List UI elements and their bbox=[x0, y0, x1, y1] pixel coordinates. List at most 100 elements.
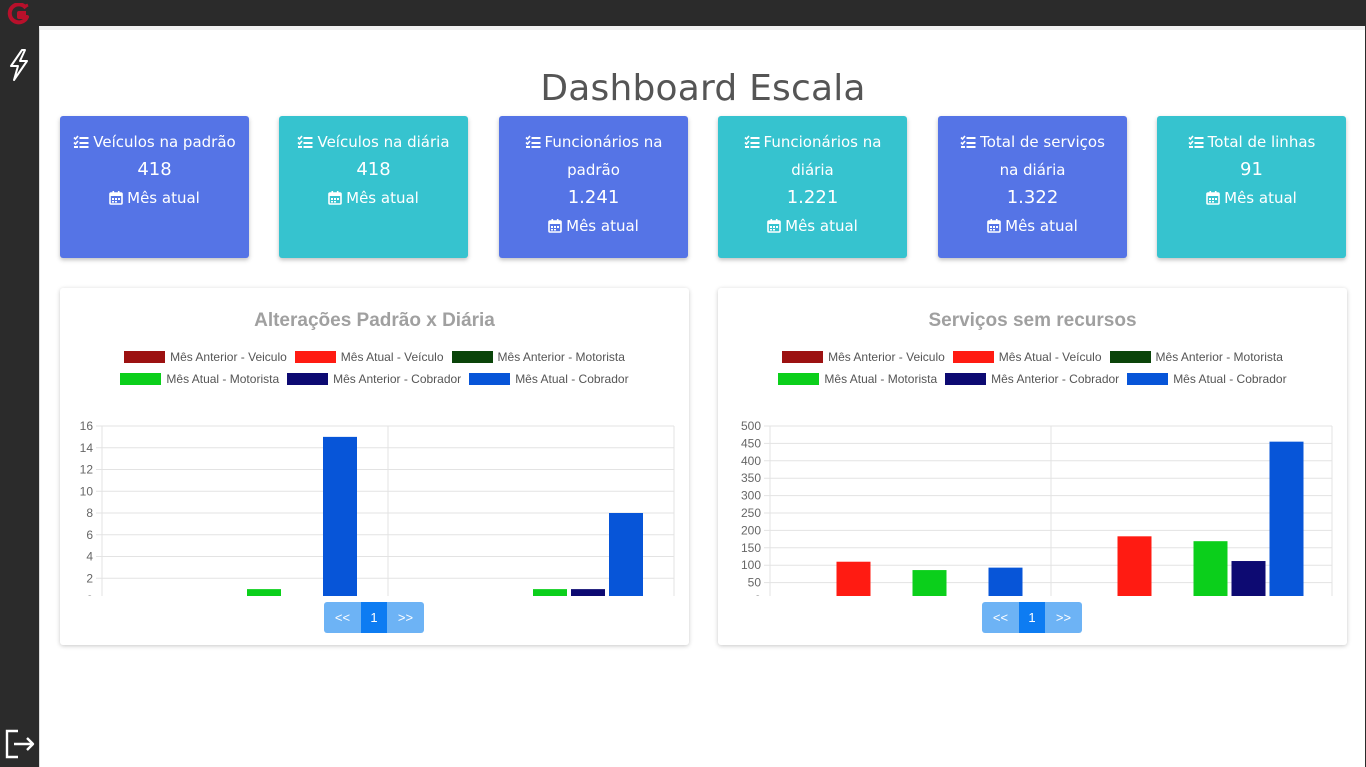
bar bbox=[1117, 536, 1152, 596]
legend-item[interactable]: Mês Atual - Motorista bbox=[120, 372, 279, 386]
stat-card-footer: Mês atual bbox=[60, 184, 249, 212]
legend-swatch bbox=[952, 351, 994, 363]
sidebar bbox=[0, 0, 38, 767]
stat-card: Total de serviços na diária 1.322 Mês atua… bbox=[938, 116, 1127, 258]
legend-swatch bbox=[469, 373, 511, 385]
legend-item[interactable]: Mês Atual - Veículo bbox=[952, 350, 1102, 364]
legend-swatch bbox=[120, 373, 162, 385]
prev-page-button[interactable]: << bbox=[982, 602, 1019, 633]
stat-card: Veículos na padrão 418 Mês atual bbox=[60, 116, 249, 258]
stat-card: Funcionários na diária 1.221 Mês atual bbox=[718, 116, 907, 258]
chart-title: Serviços sem recursos bbox=[928, 310, 1137, 331]
tasks-icon bbox=[1188, 135, 1204, 148]
stat-card-title: Total de serviços na diária bbox=[938, 116, 1127, 184]
legend-swatch bbox=[1127, 373, 1169, 385]
page-1-button[interactable]: 1 bbox=[1019, 602, 1045, 633]
app-logo-icon[interactable] bbox=[6, 3, 30, 25]
bar bbox=[912, 570, 947, 596]
y-tick-label: 16 bbox=[80, 419, 94, 433]
legend-label: Mês Anterior - Veiculo bbox=[828, 350, 945, 364]
stat-card: Total de linhas 91 Mês atual bbox=[1157, 116, 1346, 258]
stat-card-value: 91 bbox=[1240, 159, 1263, 180]
y-tick-label: 250 bbox=[741, 506, 761, 520]
chart-panel-servicos: Serviços sem recursos Mês Anterior - Vei… bbox=[718, 288, 1347, 645]
legend-item[interactable]: Mês Anterior - Cobrador bbox=[945, 372, 1119, 386]
legend-item[interactable]: Mês Atual - Cobrador bbox=[1127, 372, 1287, 386]
stat-card-footer: Mês atual bbox=[499, 212, 688, 240]
stat-card-value: 1.221 bbox=[786, 187, 839, 208]
stat-card-value: 418 bbox=[356, 159, 391, 180]
y-tick-label: 0 bbox=[86, 593, 93, 596]
legend-label: Mês Atual - Cobrador bbox=[1173, 372, 1287, 386]
stat-card-title: Veículos na padrão bbox=[60, 116, 249, 156]
stat-card-title: Total de linhas bbox=[1157, 116, 1346, 156]
legend-item[interactable]: Mês Atual - Veículo bbox=[294, 350, 444, 364]
y-tick-label: 500 bbox=[741, 419, 761, 433]
legend-label: Mês Anterior - Veiculo bbox=[170, 350, 287, 364]
y-tick-label: 300 bbox=[741, 489, 761, 503]
y-tick-label: 10 bbox=[80, 484, 94, 498]
legend-item[interactable]: Mês Anterior - Veiculo bbox=[782, 350, 945, 364]
stat-card: Veículos na diária 418 Mês atual bbox=[279, 116, 468, 258]
legend-swatch bbox=[782, 351, 824, 363]
bar-chart-servicos: 050100150200250300350400450500001/001001… bbox=[741, 419, 1333, 596]
chart-title: Alterações Padrão x Diária bbox=[254, 310, 495, 331]
bar bbox=[1231, 561, 1266, 596]
page-1-button[interactable]: 1 bbox=[361, 602, 387, 633]
legend-item[interactable]: Mês Anterior - Motorista bbox=[1109, 350, 1283, 364]
stat-card-title: Funcionários na padrão bbox=[499, 116, 688, 184]
legend-swatch bbox=[1109, 351, 1151, 363]
window-titlebar bbox=[0, 0, 1366, 26]
legend-label: Mês Anterior - Motorista bbox=[1155, 350, 1283, 364]
legend-swatch bbox=[124, 351, 166, 363]
y-tick-label: 450 bbox=[741, 436, 761, 450]
legend-label: Mês Anterior - Motorista bbox=[497, 350, 625, 364]
calendar-icon bbox=[1206, 191, 1220, 205]
pagination: << 1 >> bbox=[324, 602, 424, 633]
legend-label: Mês Atual - Cobrador bbox=[515, 372, 629, 386]
y-tick-label: 400 bbox=[741, 454, 761, 468]
stat-card-footer: Mês atual bbox=[1157, 184, 1346, 212]
stat-card-footer: Mês atual bbox=[279, 184, 468, 212]
next-page-button[interactable]: >> bbox=[1045, 602, 1082, 633]
legend-item[interactable]: Mês Anterior - Motorista bbox=[451, 350, 625, 364]
stat-card: Funcionários na padrão 1.241 Mês atual bbox=[499, 116, 688, 258]
logout-icon[interactable] bbox=[4, 728, 36, 760]
tasks-icon bbox=[297, 135, 313, 148]
legend-label: Mês Atual - Motorista bbox=[166, 372, 280, 386]
calendar-icon bbox=[767, 219, 781, 233]
y-tick-label: 0 bbox=[754, 593, 761, 596]
bar-chart-alteracoes: 0246810121416001/001001/002 bbox=[80, 419, 675, 596]
prev-page-button[interactable]: << bbox=[324, 602, 361, 633]
bar bbox=[988, 567, 1023, 596]
legend-label: Mês Anterior - Cobrador bbox=[333, 372, 462, 386]
lightning-icon[interactable] bbox=[7, 48, 31, 82]
legend-item[interactable]: Mês Atual - Motorista bbox=[778, 372, 937, 386]
y-tick-label: 150 bbox=[741, 541, 761, 555]
tasks-icon bbox=[960, 135, 976, 148]
bar bbox=[323, 436, 357, 596]
y-tick-label: 350 bbox=[741, 471, 761, 485]
legend-item[interactable]: Mês Atual - Cobrador bbox=[469, 372, 629, 386]
legend-label: Mês Atual - Veículo bbox=[340, 350, 444, 364]
bar bbox=[571, 589, 605, 596]
legend-swatch bbox=[294, 351, 336, 363]
calendar-icon bbox=[987, 219, 1001, 233]
tasks-icon bbox=[524, 135, 541, 148]
chart-legend: Mês Anterior - Veiculo Mês Atual - Veícul… bbox=[60, 350, 689, 394]
stat-card-title: Funcionários na diária bbox=[718, 116, 907, 184]
y-tick-label: 100 bbox=[741, 558, 761, 572]
bar bbox=[609, 513, 643, 596]
next-page-button[interactable]: >> bbox=[387, 602, 424, 633]
dashboard-content: Dashboard Escala Veículos na padrão 418 Mê… bbox=[39, 26, 1365, 767]
legend-label: Mês Atual - Motorista bbox=[824, 372, 938, 386]
bar bbox=[247, 589, 281, 596]
legend-item[interactable]: Mês Anterior - Veiculo bbox=[124, 350, 287, 364]
stat-card-value: 1.322 bbox=[1006, 187, 1059, 208]
legend-label: Mês Anterior - Cobrador bbox=[991, 372, 1120, 386]
calendar-icon bbox=[548, 219, 562, 233]
tasks-icon bbox=[743, 135, 760, 148]
calendar-icon bbox=[328, 191, 342, 205]
legend-swatch bbox=[945, 373, 987, 385]
legend-item[interactable]: Mês Anterior - Cobrador bbox=[287, 372, 461, 386]
